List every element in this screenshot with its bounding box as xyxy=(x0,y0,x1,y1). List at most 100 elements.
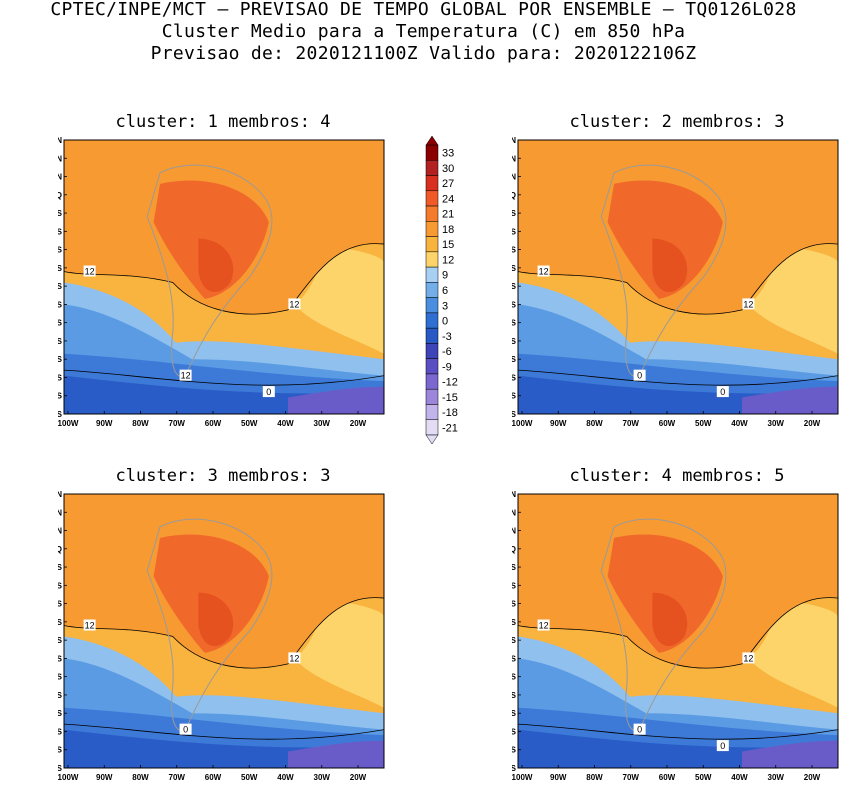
lon-tick-label: 20W xyxy=(804,419,821,428)
contour-label: 0 xyxy=(720,741,725,751)
lat-tick-label: 20S xyxy=(512,618,517,627)
contour-line-0 xyxy=(63,723,385,740)
lat-tick-label: 10S xyxy=(58,581,63,590)
contour-label-box xyxy=(633,369,646,381)
purple-region xyxy=(288,386,384,414)
map-fill-layers xyxy=(518,140,838,414)
lat-tick-label: 60S xyxy=(58,410,63,419)
colorbar-swatch xyxy=(425,358,439,375)
purple-region xyxy=(742,386,838,414)
yellow-region xyxy=(748,244,838,354)
lon-tick-label: 70W xyxy=(623,419,640,428)
lat-tick-label: 50S xyxy=(512,727,517,736)
lat-tick-label: 10N xyxy=(512,508,516,517)
lat-tick-label: EQ xyxy=(58,191,62,200)
lat-tick-label: 5S xyxy=(512,563,517,572)
colorbar-level-label: 9 xyxy=(442,270,448,282)
colorbar-level-label: -12 xyxy=(442,377,458,389)
contour-label-box xyxy=(633,723,646,735)
contour-label-box xyxy=(537,619,550,631)
map-svg: 15N 10N 5N EQ 5S 10S 15S 20S 25S 30S 35S 40S 45S 50S 5… xyxy=(58,490,385,782)
contour-label-box xyxy=(742,652,755,664)
contour-label: 12 xyxy=(85,621,95,631)
contour-label-box xyxy=(83,265,96,277)
panel-cluster-3: cluster: 3 membros: 3 15N 10N 5N EQ 5S 10S 15S… xyxy=(58,466,388,786)
lon-tick-label: 90W xyxy=(96,773,113,782)
colorbar-level-label: 18 xyxy=(442,224,454,236)
lat-tick-label: 15S xyxy=(512,600,517,609)
contour-label: 12 xyxy=(743,299,753,309)
contour-line-0 xyxy=(517,369,839,386)
lon-tick-label: 40W xyxy=(731,773,748,782)
colorbar-level-label: 21 xyxy=(442,209,454,221)
temperature-map: 15N 10N 5N EQ 5S 10S 15S 20S 25S 30S 35S 40S 45S 50S 5… xyxy=(58,490,388,786)
colorbar-swatch xyxy=(425,404,439,420)
coastline xyxy=(600,164,727,377)
lat-tick-label: 40S xyxy=(58,337,63,346)
lat-tick-label: 5S xyxy=(58,563,63,572)
colorbar-level-label: 24 xyxy=(442,193,454,205)
hottest-region xyxy=(652,238,688,293)
coastline xyxy=(146,164,273,377)
coastline xyxy=(600,518,727,731)
lon-tick-label: 20W xyxy=(804,773,821,782)
contour-line-12 xyxy=(63,243,385,315)
coastline xyxy=(146,518,273,731)
lon-tick-label: 60W xyxy=(659,773,676,782)
panel-cluster-4: cluster: 4 membros: 5 15N 10N 5N EQ 5S 10S 15S… xyxy=(512,466,842,786)
contour-label-box xyxy=(83,619,96,631)
title-line-2: Cluster Medio para a Temperatura (C) em … xyxy=(161,21,686,42)
lon-tick-label: 70W xyxy=(169,419,186,428)
lat-tick-label: 45S xyxy=(512,355,517,364)
temperature-map: 15N 10N 5N EQ 5S 10S 15S 20S 25S 30S 35S 40S 45S 50S 5… xyxy=(58,136,388,432)
temperature-map: 15N 10N 5N EQ 5S 10S 15S 20S 25S 30S 35S 40S 45S 50S 5… xyxy=(512,136,842,432)
colorbar-swatch xyxy=(425,282,439,298)
colorbar-swatch xyxy=(425,205,439,222)
contour-label: 0 xyxy=(183,725,188,735)
contour-label: 12 xyxy=(289,299,299,309)
lat-tick-label: 35S xyxy=(58,319,63,328)
temperature-map: 15N 10N 5N EQ 5S 10S 15S 20S 25S 30S 35S 40S 45S 50S 5… xyxy=(512,490,842,786)
colorbar-level-label: 30 xyxy=(442,163,454,175)
lon-tick-label: 100W xyxy=(58,419,79,428)
panel-title: cluster: 1 membros: 4 xyxy=(115,112,331,132)
colorbar-swatch xyxy=(425,236,439,253)
contour-label: 0 xyxy=(266,387,271,397)
lat-tick-label: 25S xyxy=(58,282,63,291)
lat-tick-label: 20S xyxy=(58,618,63,627)
lon-tick-label: 60W xyxy=(205,419,222,428)
yellow-region xyxy=(294,244,384,354)
colorbar-swatch xyxy=(425,297,439,314)
lat-tick-label: 30S xyxy=(58,300,63,309)
lat-tick-label: 15S xyxy=(58,600,63,609)
lon-tick-label: 30W xyxy=(768,419,785,428)
lat-tick-label: 30S xyxy=(58,654,63,663)
lon-tick-label: 100W xyxy=(512,419,533,428)
contour-label-box xyxy=(262,386,275,398)
lat-tick-label: 40S xyxy=(512,337,517,346)
colorbar-swatch xyxy=(425,175,439,192)
purple-region xyxy=(742,740,838,768)
colorbar-swatch xyxy=(425,160,439,176)
colorbar-swatch xyxy=(425,312,439,329)
map-fill-layers xyxy=(64,494,384,768)
title-line-3: Previsao de: 2020121100Z Valido para: 20… xyxy=(150,43,697,64)
lat-tick-label: 5N xyxy=(512,173,516,182)
contour-label-box xyxy=(179,369,192,381)
lat-tick-label: 15S xyxy=(512,246,517,255)
hot-region xyxy=(607,180,723,299)
colorbar-bottom-arrow xyxy=(425,434,439,445)
lon-tick-label: 40W xyxy=(277,419,294,428)
lon-tick-label: 80W xyxy=(132,773,149,782)
lat-tick-label: 50S xyxy=(512,373,517,382)
purple-region xyxy=(288,740,384,768)
lat-tick-label: 20S xyxy=(58,264,63,273)
contour-label: 12 xyxy=(539,621,549,631)
lon-tick-label: 50W xyxy=(695,419,712,428)
colorbar-level-label: -18 xyxy=(442,407,458,419)
hottest-region xyxy=(198,238,234,293)
map-svg: 15N 10N 5N EQ 5S 10S 15S 20S 25S 30S 35S 40S 45S 50S 5… xyxy=(512,136,839,428)
contour-line-0 xyxy=(517,723,839,740)
lon-tick-label: 50W xyxy=(241,419,258,428)
